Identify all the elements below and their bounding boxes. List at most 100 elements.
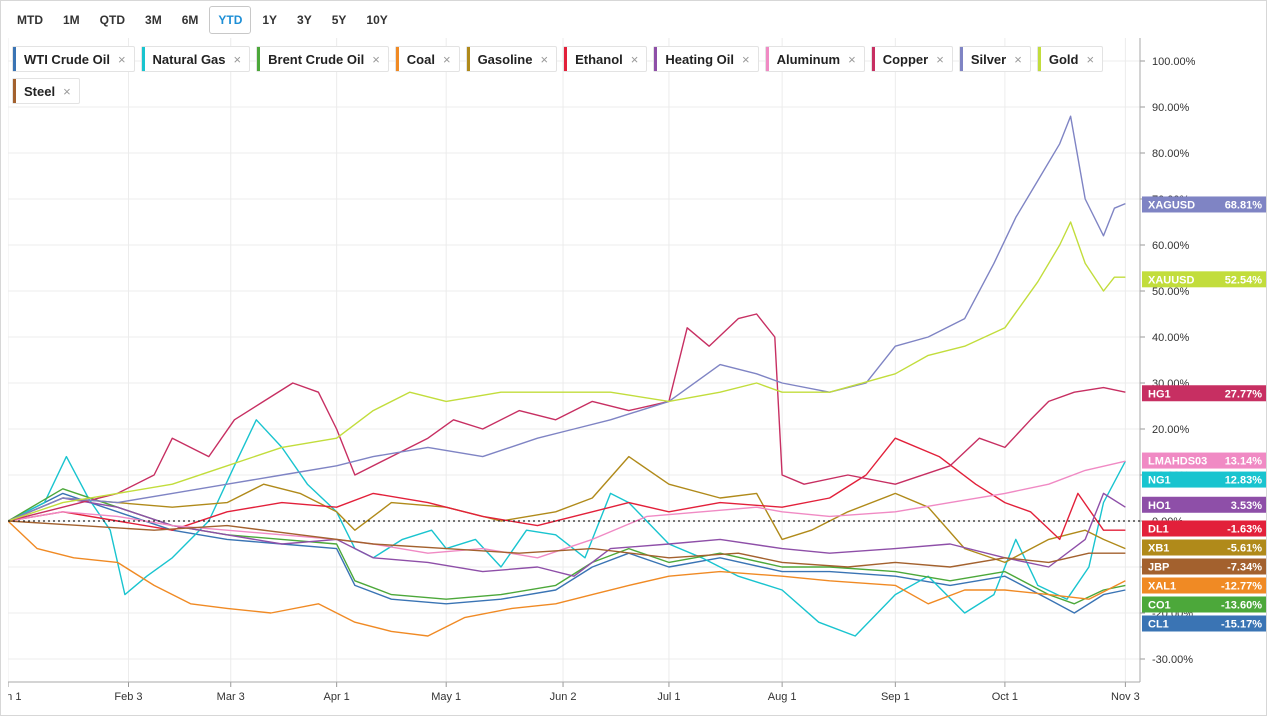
legend-chip[interactable]: Heating Oil × <box>653 46 759 72</box>
end-badge-ticker: NG1 <box>1148 475 1171 487</box>
x-tick-label: Feb 3 <box>114 691 142 703</box>
range-button-1y[interactable]: 1Y <box>253 6 287 34</box>
range-button-mtd[interactable]: MTD <box>8 6 52 34</box>
legend-chip[interactable]: Steel × <box>12 78 80 104</box>
end-badge-value: -12.77% <box>1221 580 1262 592</box>
series-line-jbp <box>8 520 1126 568</box>
range-button-10y[interactable]: 10Y <box>357 6 397 34</box>
x-tick-label: May 1 <box>431 691 461 703</box>
y-tick-label: -30.00% <box>1152 654 1193 666</box>
legend-chip[interactable]: Gold × <box>1036 46 1104 72</box>
close-icon[interactable]: × <box>372 51 380 67</box>
legend-chip[interactable]: Gasoline × <box>465 46 558 72</box>
legend-chip[interactable]: Brent Crude Oil × <box>256 46 389 72</box>
legend-label: Natural Gas <box>152 51 226 67</box>
series-line-ho1 <box>8 492 1126 577</box>
close-icon[interactable]: × <box>741 51 750 67</box>
end-badge <box>1142 577 1266 594</box>
end-badge-value: 12.83% <box>1225 475 1263 487</box>
close-icon[interactable]: × <box>936 51 944 67</box>
end-badge-value: -15.17% <box>1221 618 1262 630</box>
series-line-cl1 <box>8 492 1126 614</box>
close-icon[interactable]: × <box>233 51 242 67</box>
end-badge-ticker: HG1 <box>1148 388 1171 400</box>
end-badge <box>1142 196 1266 213</box>
line-chart: -30.00%-20.00%-10.00%0.00%10.00%20.00%30… <box>8 38 1266 703</box>
legend-chip[interactable]: Coal × <box>394 46 460 72</box>
range-button-1m[interactable]: 1M <box>54 6 89 34</box>
end-badge-value: 68.81% <box>1225 199 1263 211</box>
x-tick-label: Jun 2 <box>550 691 577 703</box>
close-icon[interactable]: × <box>63 83 71 99</box>
end-badge-value: -13.60% <box>1221 599 1262 611</box>
legend: WTI Crude Oil × Natural Gas × Brent Crude Oi… <box>12 46 1132 104</box>
y-tick-label: 60.00% <box>1152 240 1190 252</box>
legend-swatch <box>765 47 769 71</box>
legend-label: Ethanol <box>575 51 623 67</box>
x-tick-label: Aug 1 <box>768 691 797 703</box>
end-badge-ticker: LMAHDS03 <box>1148 456 1207 468</box>
end-badge <box>1142 271 1266 288</box>
legend-chip[interactable]: Ethanol × <box>563 46 648 72</box>
y-tick-label: 100.00% <box>1152 56 1196 68</box>
end-badge <box>1142 385 1266 402</box>
legend-chip[interactable]: Copper × <box>870 46 953 72</box>
end-badge-value: -1.63% <box>1227 523 1262 535</box>
legend-chip[interactable]: Natural Gas × <box>140 46 251 72</box>
legend-swatch <box>141 47 145 71</box>
close-icon[interactable]: × <box>442 51 451 67</box>
series-line-xal1 <box>8 520 1126 637</box>
legend-chip[interactable]: WTI Crude Oil × <box>12 46 135 72</box>
end-badge-ticker: XAUUSD <box>1148 274 1195 286</box>
legend-label: Silver <box>970 51 1007 67</box>
end-badge-value: 13.14% <box>1225 456 1263 468</box>
legend-label: Steel <box>24 83 56 99</box>
series-line-xb1 <box>8 455 1126 564</box>
close-icon[interactable]: × <box>1086 51 1095 67</box>
range-button-6m[interactable]: 6M <box>172 6 208 34</box>
close-icon[interactable]: × <box>630 51 639 67</box>
legend-label: Gasoline <box>477 51 533 67</box>
end-badge-ticker: CO1 <box>1148 599 1171 611</box>
end-badge-value: 52.54% <box>1225 274 1263 286</box>
series-line-dl1 <box>8 437 1126 541</box>
legend-chip[interactable]: Aluminum × <box>764 46 865 72</box>
x-tick-label: Mar 3 <box>217 691 245 703</box>
legend-swatch <box>13 47 16 71</box>
end-badge-value: 27.77% <box>1225 388 1263 400</box>
end-badge-value: -5.61% <box>1227 542 1262 554</box>
close-icon[interactable]: × <box>540 51 549 67</box>
x-tick-label: Apr 1 <box>323 691 349 703</box>
x-tick-label: Oct 1 <box>992 691 1018 703</box>
close-icon[interactable]: × <box>1014 51 1022 67</box>
legend-label: Aluminum <box>776 51 841 67</box>
end-badge-ticker: CL1 <box>1148 618 1169 630</box>
end-badge <box>1142 471 1266 488</box>
legend-swatch <box>257 47 261 71</box>
range-button-3m[interactable]: 3M <box>136 6 171 34</box>
end-badge <box>1142 496 1266 513</box>
legend-swatch <box>13 79 16 103</box>
legend-chip[interactable]: Silver × <box>958 46 1031 72</box>
legend-swatch <box>466 47 470 71</box>
range-button-qtd[interactable]: QTD <box>90 6 135 34</box>
end-badge <box>1142 615 1266 632</box>
y-tick-label: 80.00% <box>1152 148 1190 160</box>
legend-label: Heating Oil <box>665 51 734 67</box>
end-badge-value: -7.34% <box>1227 561 1262 573</box>
end-badge-ticker: JBP <box>1148 561 1169 573</box>
legend-swatch <box>395 47 399 71</box>
range-button-3y[interactable]: 3Y <box>288 6 321 34</box>
end-badge <box>1142 452 1266 469</box>
range-button-5y[interactable]: 5Y <box>322 6 356 34</box>
y-tick-label: 40.00% <box>1152 332 1190 344</box>
x-tick-label: Jul 1 <box>657 691 680 703</box>
y-tick-label: 20.00% <box>1152 424 1190 436</box>
legend-swatch <box>959 47 963 71</box>
legend-label: Brent Crude Oil <box>268 51 365 67</box>
close-icon[interactable]: × <box>848 51 856 67</box>
close-icon[interactable]: × <box>117 51 126 67</box>
chart-area: -30.00%-20.00%-10.00%0.00%10.00%20.00%30… <box>8 38 1266 703</box>
series-line-lmahds03 <box>8 460 1126 559</box>
range-button-ytd[interactable]: YTD <box>209 6 252 34</box>
